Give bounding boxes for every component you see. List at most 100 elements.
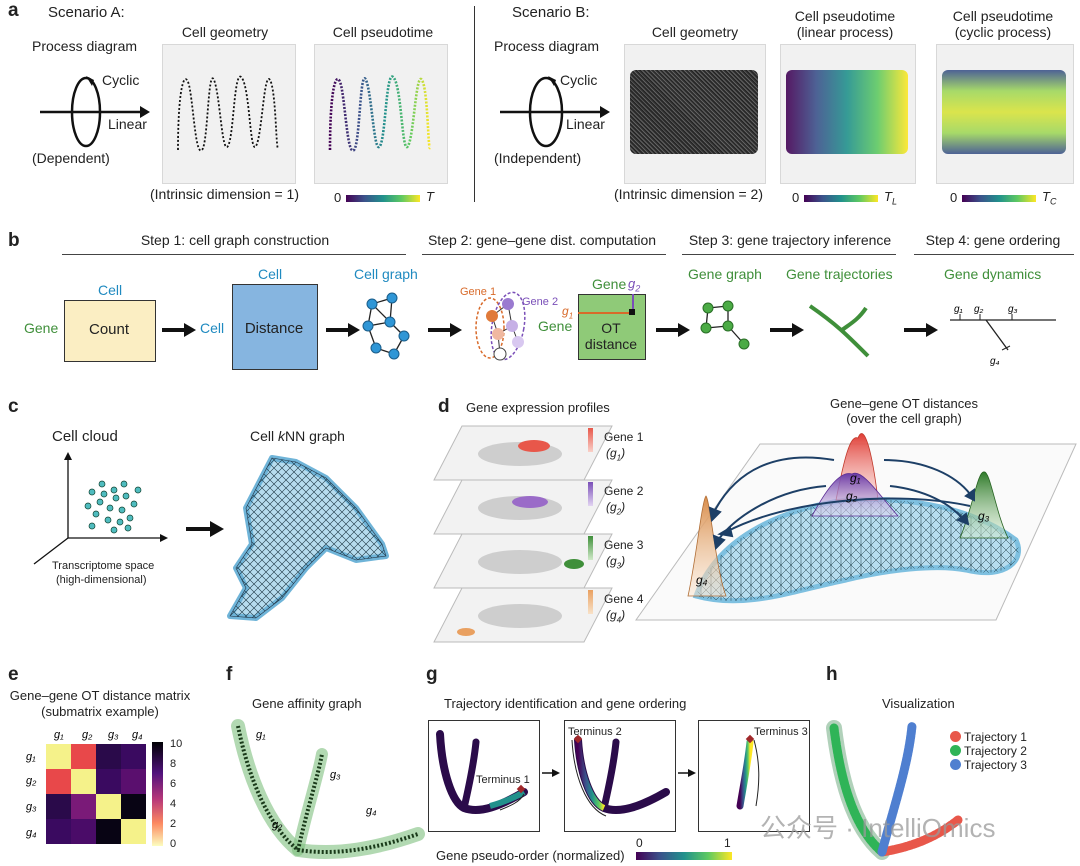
helix-black [177, 75, 279, 152]
svg-text:g₁: g₁ [26, 751, 36, 763]
step2-line [422, 254, 666, 255]
cell-geometry-b-title: Cell geometry [651, 24, 739, 40]
ot-distance-3d-plot: g₁ g₂ g₃ g₄ [635, 433, 1077, 621]
svg-text:g₁: g₁ [256, 729, 266, 741]
layer2-sym: (g2) [606, 500, 626, 517]
step1-line [62, 254, 406, 255]
step3-line [682, 254, 896, 255]
terminus3-label: Terminus 3 [754, 726, 808, 738]
panel-label-c: c [8, 396, 19, 417]
svg-text:g₄: g₄ [132, 729, 143, 741]
layer3-colorbar [588, 536, 593, 560]
svg-text:g₄: g₄ [990, 356, 1000, 367]
gene-trajectories-label: Gene trajectories [786, 266, 893, 282]
g1-label-ot: g1 [562, 304, 574, 321]
cell-pseudotime-a-plot [314, 44, 448, 184]
linear-label-a: Linear [108, 116, 147, 132]
cb-e-2: 2 [170, 818, 177, 830]
svg-text:g₁: g₁ [850, 471, 861, 485]
process-diagram-a: Process diagram [32, 38, 138, 54]
layer4-colorbar [588, 590, 593, 614]
svg-text:g₃: g₃ [978, 509, 990, 523]
gene-label-ot-top: Gene [592, 276, 627, 292]
traj-plot-1 [436, 730, 528, 815]
legend-traj3-swatch [950, 759, 961, 770]
gene-trajectories-icon [808, 304, 870, 358]
distance-matrix-box [232, 284, 318, 370]
legend-traj3-label: Trajectory 3 [964, 758, 1027, 772]
cell-pseudotime-linear-title-2: (linear process) [796, 24, 894, 40]
svg-text:g₂: g₂ [26, 775, 37, 787]
step1-label: Step 1: cell graph construction [140, 232, 330, 248]
step2-label: Step 2: gene–gene dist. computation [427, 232, 657, 248]
step4-label: Step 4: gene ordering [925, 232, 1061, 248]
svg-text:g₄: g₄ [696, 573, 708, 587]
cyclic-label-b: Cyclic [560, 72, 598, 88]
gene-graph-label: Gene graph [688, 266, 762, 282]
layer2-colorbar [588, 482, 593, 506]
arrow-icon-2 [326, 323, 360, 337]
cell-pseudotime-a-title: Cell pseudotime [332, 24, 434, 40]
panel-label-a: a [8, 0, 19, 21]
count-matrix-box [64, 300, 156, 362]
independent-label: (Independent) [494, 150, 582, 166]
process-diagram-b: Process diagram [494, 38, 600, 54]
panel-label-h: h [826, 664, 838, 685]
legend-traj1-swatch [950, 731, 961, 742]
gene2-label-b: Gene 2 [522, 296, 559, 308]
gene-distance-diagram-icon [475, 291, 526, 361]
cb-e-6: 6 [170, 778, 177, 790]
svg-text:g₂: g₂ [82, 729, 93, 741]
scenario-b-title: Scenario B: [512, 4, 590, 21]
watermark: 公众号 · IntelliOmics [760, 813, 996, 843]
cell-label-distance-top: Cell [258, 266, 283, 282]
gene1-label-b: Gene 1 [460, 286, 497, 298]
transcriptome-label-2: (high-dimensional) [56, 574, 147, 586]
cb-linear-zero: 0 [792, 190, 800, 205]
ot-distance-label: distance [584, 336, 638, 352]
helix-colored [328, 75, 432, 152]
cell-label-count: Cell [98, 282, 123, 298]
cb-a-zero: 0 [334, 190, 342, 205]
gene-dynamics-label: Gene dynamics [944, 266, 1042, 282]
arrow-icon-3 [428, 323, 462, 337]
svg-text:g₄: g₄ [26, 827, 37, 839]
cell-pseudotime-cyclic-title-1: Cell pseudotime [952, 8, 1054, 24]
profile-layer-2 [433, 479, 613, 535]
gene-graph-icon [700, 300, 750, 350]
panel-label-g: g [426, 664, 438, 685]
g-cb-label: Gene pseudo-order (normalized) [436, 848, 625, 863]
visualization-title: Visualization [882, 696, 955, 711]
ot-row-line [578, 312, 634, 314]
ot-matrix-title-2: (submatrix example) [41, 704, 159, 719]
cell-graph-icon [362, 292, 410, 360]
gene-dynamics-icon: g₁ g₂ g₃ g₄ [950, 304, 1056, 367]
traj-box-1 [428, 720, 540, 832]
traj-plot-2 [571, 734, 670, 817]
layer1-colorbar [588, 428, 593, 452]
ot-distance-heatmap: g₁ g₂ g₃ g₄ g₁ g₂ g₃ g₄ [26, 729, 163, 846]
process-diagram-b-icon [500, 76, 610, 148]
layer4-sym: (g4) [606, 608, 626, 625]
legend-traj1-label: Trajectory 1 [964, 730, 1027, 744]
profile-layer-1 [433, 425, 613, 481]
trajectory-ident-title: Trajectory identification and gene order… [444, 696, 687, 711]
cb-e-10: 10 [170, 738, 183, 750]
cylinder-black [630, 70, 758, 154]
step4-line [914, 254, 1074, 255]
legend-traj2-swatch [950, 745, 961, 756]
cb-linear-T: TL [884, 189, 897, 207]
arrow-icon-8 [542, 769, 560, 777]
svg-text:g₂: g₂ [846, 489, 858, 503]
cell-graph-label: Cell graph [354, 266, 418, 282]
trajectory-visualization-plot [826, 720, 963, 860]
colorbar-a [346, 195, 420, 202]
arrow-icon-9 [678, 769, 696, 777]
cell-label-distance-left: Cell [200, 320, 225, 336]
cylinder-linear [786, 70, 908, 154]
knn-graph-plot [227, 455, 389, 621]
cylinder-cyclic [942, 70, 1066, 154]
panel-label-f: f [226, 664, 233, 685]
svg-text:g₁: g₁ [54, 729, 64, 741]
traj-plot-3 [736, 734, 760, 810]
